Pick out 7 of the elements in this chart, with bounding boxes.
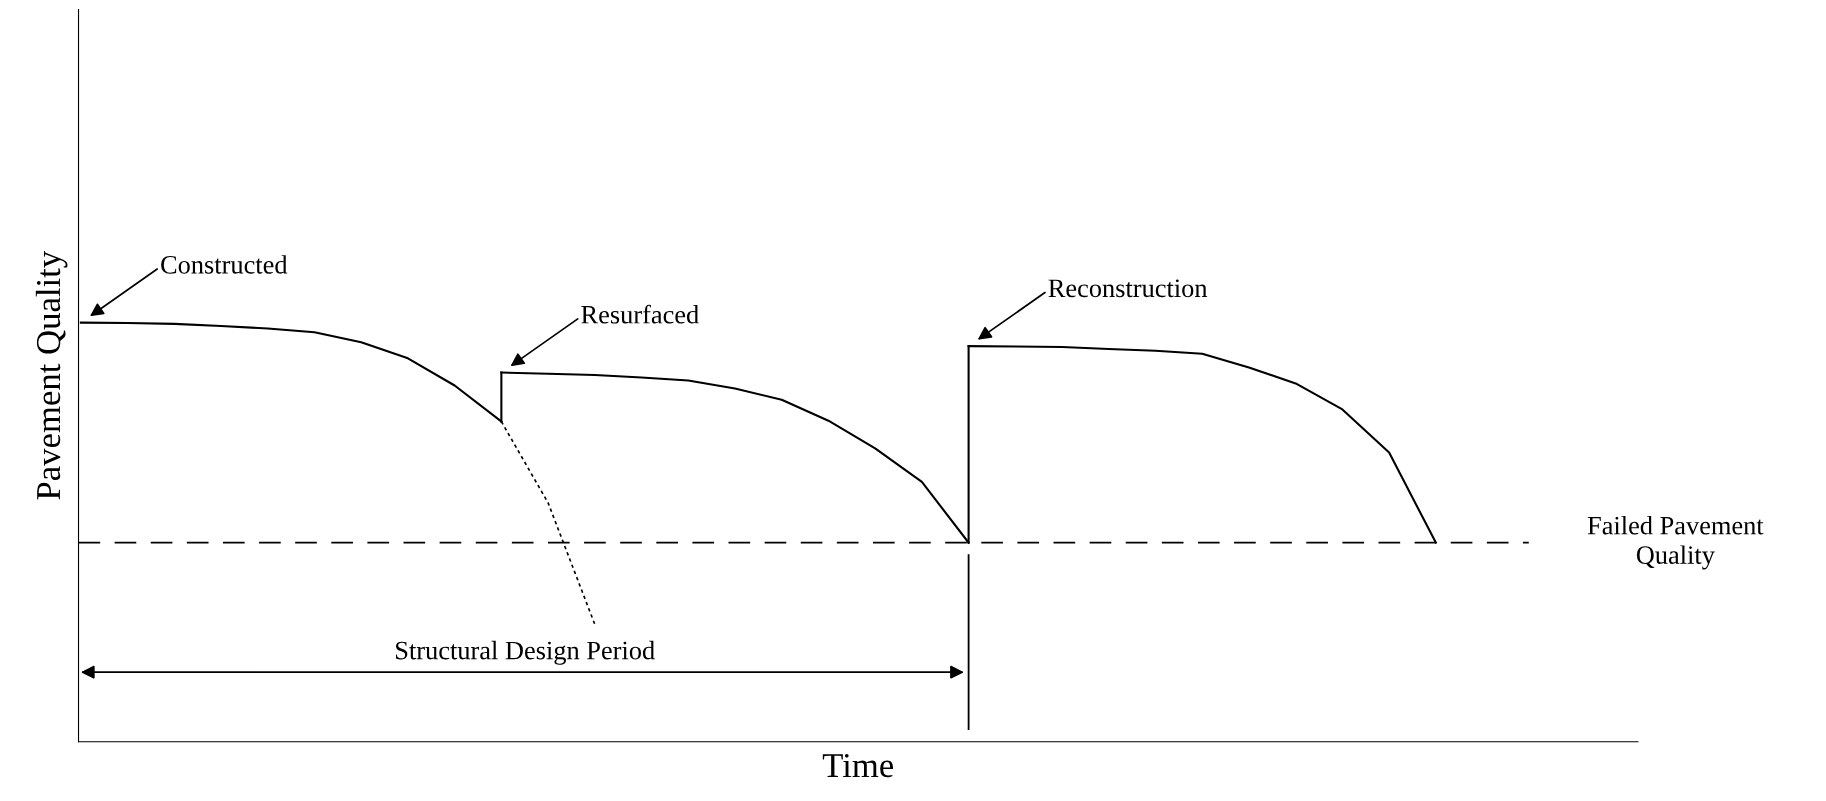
annotation: Structural Design Period xyxy=(396,640,655,665)
text: Constructed xyxy=(161,255,288,274)
y-axis-title: Pavement Quality xyxy=(35,250,68,500)
x-axis-title: Time xyxy=(822,753,894,778)
annotation: Resurfaced xyxy=(581,304,699,324)
ref-line-label: Failed Pavement Quality xyxy=(1587,515,1764,570)
text: Reconstruction xyxy=(1048,279,1208,298)
